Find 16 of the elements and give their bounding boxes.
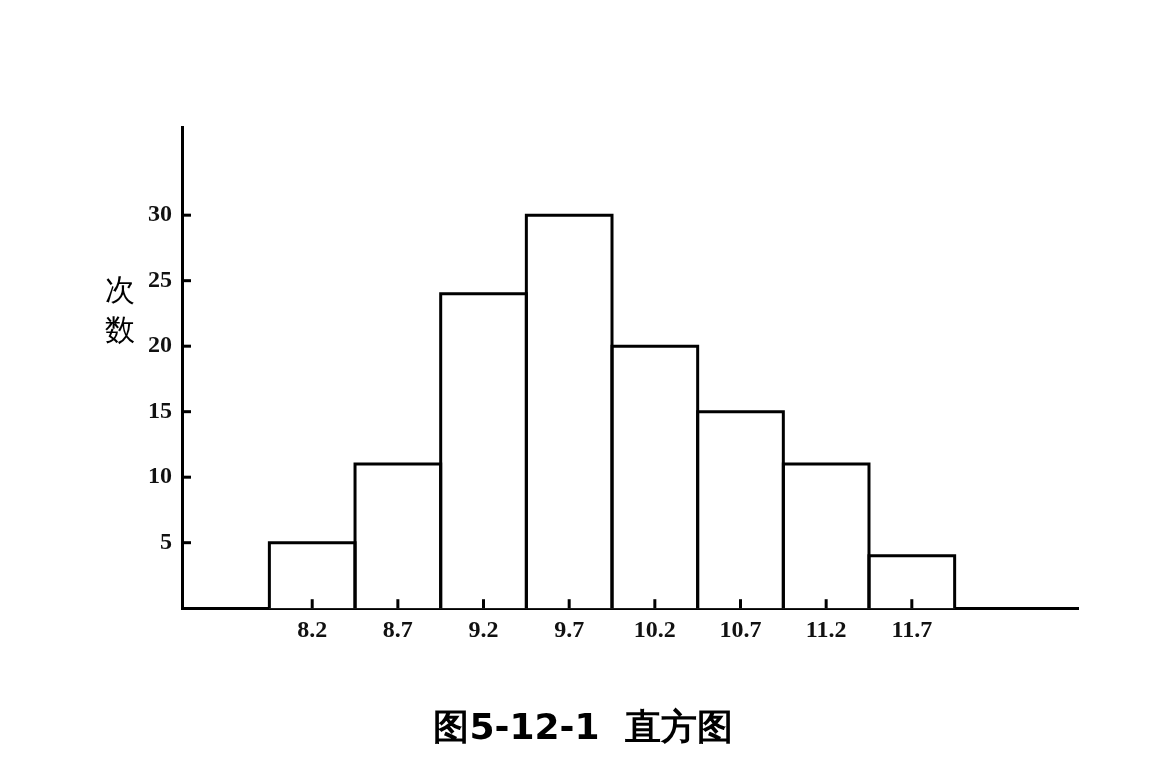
x-tick-label: 11.7 xyxy=(891,615,933,642)
y-tick-label: 30 xyxy=(148,200,172,227)
y-axis-title: 次数 xyxy=(104,271,136,349)
y-tick-label: 15 xyxy=(148,396,172,423)
text: 图5-12-1 直方图 xyxy=(432,705,734,749)
x-tick-label: 8.2 xyxy=(297,615,328,642)
y-tick-label: 20 xyxy=(148,331,172,358)
x-tick-label: 8.7 xyxy=(382,615,413,642)
x-tick-label: 9.7 xyxy=(554,615,585,642)
y-tick-label: 5 xyxy=(160,527,172,554)
x-tick-label: 10.7 xyxy=(719,615,762,642)
x-tick-label: 9.2 xyxy=(468,615,499,642)
x-tick-label: 11.2 xyxy=(805,615,847,642)
x-tick-label: 10.2 xyxy=(633,615,676,642)
y-tick-label: 25 xyxy=(148,265,172,292)
y-tick-label: 10 xyxy=(148,462,172,489)
